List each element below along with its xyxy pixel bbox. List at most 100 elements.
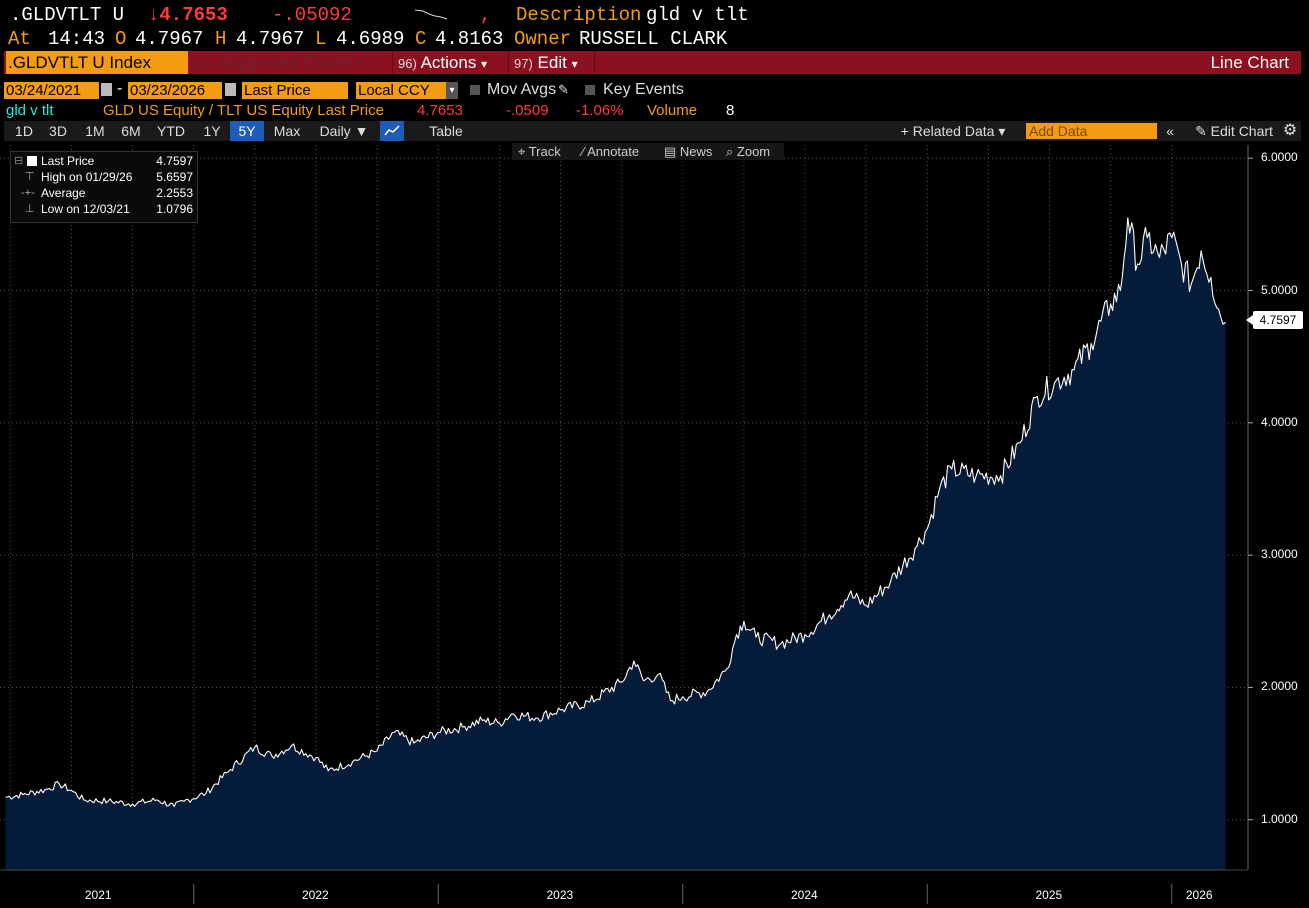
chevron-down-icon: ▾ — [481, 57, 488, 71]
annotate-button[interactable]: ∕ Annotate — [582, 144, 640, 159]
frequency-selector[interactable]: Daily ▼ — [319, 123, 369, 139]
y-axis-ticks — [1248, 157, 1253, 821]
pencil-icon[interactable]: ✎ — [558, 82, 569, 97]
chevron-down-icon: ▾ — [571, 57, 578, 71]
price-line — [5, 217, 1226, 808]
collapse-icon[interactable]: « — [1166, 123, 1174, 139]
key-events-label: Key Events — [603, 81, 684, 98]
year-label: 2024 — [791, 888, 818, 902]
field-selector[interactable]: Last Price — [242, 82, 348, 99]
period-5y[interactable]: 5Y — [230, 121, 264, 141]
y-tick-label: 2.0000 — [1261, 679, 1298, 694]
zoom-button[interactable]: ⌕ Zoom — [726, 144, 771, 159]
period-max[interactable]: Max — [273, 123, 301, 139]
high-marker-icon: ⊤ — [25, 171, 35, 183]
period-1m[interactable]: 1M — [85, 123, 105, 139]
stat-low-row: ⊥ Low on 12/03/21 1.0796 — [11, 201, 197, 217]
close-label: C — [415, 28, 427, 50]
news-button[interactable]: ▤ News — [664, 144, 713, 159]
low-value: 4.6989 — [336, 28, 405, 50]
suggested-num: 94) — [194, 56, 213, 71]
owner-label: Owner — [514, 28, 572, 50]
key-events-checkbox[interactable] — [585, 85, 595, 95]
period-3d[interactable]: 3D — [49, 123, 67, 139]
period-6m[interactable]: 6M — [121, 123, 141, 139]
time-value: 14:43 — [48, 28, 106, 50]
edit-num: 97) — [514, 56, 533, 71]
period-1y[interactable]: 1Y — [203, 123, 221, 139]
menu-divider — [392, 51, 393, 74]
price-area — [5, 217, 1226, 871]
volume-value: 8 — [726, 102, 735, 119]
mov-avgs-label: Mov Avgs — [487, 81, 557, 98]
last-value: ↓4.7653 — [148, 4, 228, 26]
volume-label: Volume — [647, 102, 698, 119]
stat-last-row: ⊟ Last Price 4.7597 — [11, 153, 197, 169]
suggested-label: Suggested Charts — [217, 53, 354, 72]
header-line-2: At 14:43 O 4.7967 H 4.7967 L 4.6989 C 4.… — [8, 27, 908, 51]
calendar-icon[interactable] — [101, 83, 112, 96]
low-marker-icon: ⊥ — [25, 203, 35, 215]
related-data-button[interactable]: + Related Data ▾ — [900, 123, 1006, 139]
add-data-input[interactable]: Add Data — [1026, 123, 1157, 139]
average-marker-icon: -+- — [21, 187, 35, 199]
owner-value: RUSSELL CLARK — [579, 28, 728, 50]
stat-low-value: 1.0796 — [156, 202, 193, 216]
chart-type-title: Line Chart — [1210, 53, 1289, 72]
y-tick-label: 5.0000 — [1261, 282, 1298, 297]
stat-avg-value: 2.2553 — [156, 186, 193, 200]
high-label: H — [215, 28, 227, 50]
description-value: gld v tlt — [646, 4, 749, 26]
header-line-1: .GLDVTLT U ↓4.7653 -.05092 , Description… — [10, 3, 749, 27]
stat-avg-label: Average — [41, 186, 86, 200]
open-label: O — [115, 28, 127, 50]
chart-tools-bar: ⌖ Track ∕ Annotate ▤ News ⌕ Zoom — [512, 143, 784, 160]
period-ytd[interactable]: YTD — [157, 123, 185, 139]
last-price-tag: 4.7597 — [1246, 311, 1303, 329]
mov-avgs-checkbox[interactable] — [470, 85, 480, 95]
period-1d[interactable]: 1D — [15, 123, 33, 139]
table-button[interactable]: Table — [429, 123, 463, 139]
edit-chart-button[interactable]: ✎ Edit Chart — [1195, 123, 1273, 139]
year-label: 2022 — [301, 888, 329, 902]
actions-menu[interactable]: 96) Actions ▾ — [398, 51, 487, 74]
end-date-field[interactable]: 03/23/2026 — [128, 82, 222, 99]
edit-menu[interactable]: 97) Edit ▾ — [514, 51, 578, 74]
stat-last-label: Last Price — [41, 154, 95, 168]
series-pct-change: -1.06% — [576, 102, 624, 119]
series-swatch — [27, 156, 37, 166]
suggested-charts-menu[interactable]: 94) Suggested Charts ▾ — [194, 51, 364, 74]
chevron-down-icon[interactable]: ▾ — [446, 82, 458, 99]
calendar-icon[interactable] — [225, 83, 236, 96]
year-label: 2021 — [84, 888, 112, 902]
stat-high-label: High on 01/29/26 — [41, 170, 133, 184]
high-value: 4.7967 — [236, 28, 305, 50]
gear-icon[interactable]: ⚙ — [1282, 122, 1298, 139]
legend-row: gld v tlt GLD US Equity / TLT US Equity … — [6, 101, 734, 121]
menu-divider — [508, 51, 509, 74]
track-button[interactable]: ⌖ Track — [518, 144, 561, 159]
series-description: GLD US Equity / TLT US Equity Last Price — [103, 102, 384, 119]
date-dash: - — [117, 80, 123, 97]
security-field[interactable]: .GLDVTLT U Index — [6, 51, 188, 74]
chart-toolbar: 1D 3D 1M 6M YTD 1Y 5Y Max Daily ▼ Table … — [4, 121, 1301, 141]
start-date-field[interactable]: 03/24/2021 — [4, 82, 99, 99]
y-tick-label: 4.0000 — [1261, 414, 1298, 429]
stat-low-label: Low on 12/03/21 — [41, 202, 130, 216]
net-change: -.05092 — [272, 4, 352, 26]
menu-divider — [594, 51, 595, 74]
currency-selector[interactable]: Local CCY — [356, 82, 446, 99]
close-value: 4.8163 — [435, 28, 504, 50]
chevron-down-icon: ▾ — [358, 57, 365, 71]
y-tick-label: 6.0000 — [1261, 150, 1298, 165]
collapse-icon[interactable]: ⊟ — [14, 155, 24, 167]
actions-num: 96) — [398, 56, 417, 71]
line-chart-icon[interactable] — [380, 121, 404, 141]
sparkline-icon — [414, 5, 451, 29]
y-tick-label: 3.0000 — [1261, 547, 1298, 562]
year-label: 2026 — [1185, 888, 1213, 902]
edit-label: Edit — [537, 53, 567, 72]
stat-high-value: 5.6597 — [156, 170, 193, 184]
actions-label: Actions — [420, 53, 477, 72]
